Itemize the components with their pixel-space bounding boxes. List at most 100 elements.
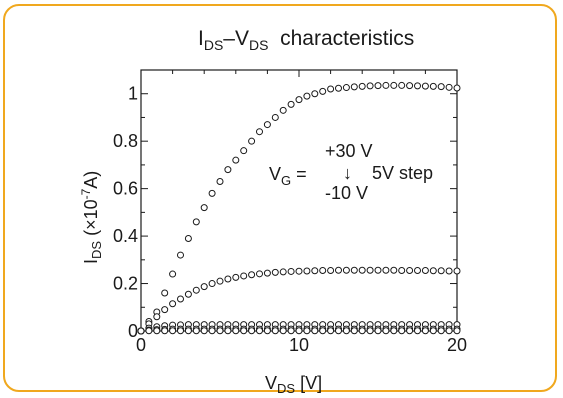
data-point [279,106,287,114]
data-point [335,327,342,335]
data-point [200,283,208,291]
data-point [192,218,200,226]
data-point [224,327,232,335]
data-point [350,327,358,335]
y-tick-label: 0.8 [113,131,138,151]
data-point [414,327,421,335]
data-point [208,189,216,197]
series-vg-30 [137,81,461,335]
data-point [327,327,335,335]
data-point [358,82,366,90]
data-point [421,82,429,90]
vg-step-label: 5V step [372,163,433,183]
data-point [224,275,232,283]
data-points [137,81,461,335]
data-point [232,327,240,335]
data-point [390,266,398,274]
data-point [398,327,406,335]
data-point [327,85,335,93]
chart-title: IDS–VDS characteristics [198,27,414,53]
data-point [366,82,374,90]
data-point [184,290,192,298]
data-point [453,327,461,335]
data-point [366,327,374,335]
data-point [390,327,398,335]
data-point [248,137,256,145]
data-point [445,83,453,91]
data-point [342,84,350,92]
vg-bottom-label: -10 V [325,183,368,203]
x-tick-label: 0 [136,335,146,355]
data-point [429,327,437,335]
data-point [414,82,421,90]
data-point [271,113,279,121]
data-point [437,327,445,335]
down-arrow-icon: ↓ [343,163,352,183]
data-point [335,84,342,92]
data-point [248,271,256,279]
data-point [240,327,248,335]
data-point [319,266,327,274]
data-point [327,266,335,274]
data-point [303,327,311,335]
data-point [342,266,350,274]
data-point [287,100,295,108]
data-point [311,327,319,335]
data-point [153,327,161,335]
data-point [216,277,224,285]
data-point [406,266,414,274]
data-point [358,327,366,335]
data-point [224,166,232,174]
data-point [350,83,358,91]
data-point [169,270,177,278]
data-point [319,327,327,335]
data-point [453,84,461,92]
y-axis-label: IDS (×10-7A) [79,171,104,264]
data-point [177,295,184,303]
data-point [287,267,295,275]
data-point [216,178,224,186]
tick-labels: 0 10 20 0 0.2 0.4 0.6 0.8 1 [113,84,467,355]
data-point [216,327,224,335]
data-point [295,96,303,104]
data-point [374,266,382,274]
data-point [184,234,192,242]
vg-top-label: +30 V [325,141,373,161]
data-point [374,82,382,90]
x-tick-label: 20 [447,335,467,355]
y-tick-label: 0.4 [113,226,138,246]
data-point [398,81,406,89]
data-point [263,327,271,335]
data-point [382,327,390,335]
data-point [295,267,303,275]
data-point [263,121,271,129]
data-point [271,327,279,335]
vg-label: VG = [269,164,307,188]
x-tick-label: 10 [289,335,309,355]
data-point [342,327,350,335]
data-point [421,327,429,335]
data-point [256,327,263,335]
data-point [256,128,263,136]
data-point [382,81,390,89]
data-point [169,327,177,335]
y-tick-label: 0.2 [113,274,138,294]
data-point [390,81,398,89]
data-point [232,156,240,164]
data-point [311,267,319,275]
data-point [161,327,169,335]
data-point [161,306,169,314]
data-point [192,327,200,335]
data-point [295,327,303,335]
gate-voltage-annotation: VG = +30 V ↓ 5V step -10 V [269,141,433,203]
data-point [169,300,177,308]
data-point [414,266,421,274]
chart-card [3,4,557,392]
data-point [161,289,169,297]
data-point [303,267,311,275]
data-point [240,272,248,280]
data-point [445,267,453,275]
data-point [406,327,414,335]
data-point [208,280,216,288]
